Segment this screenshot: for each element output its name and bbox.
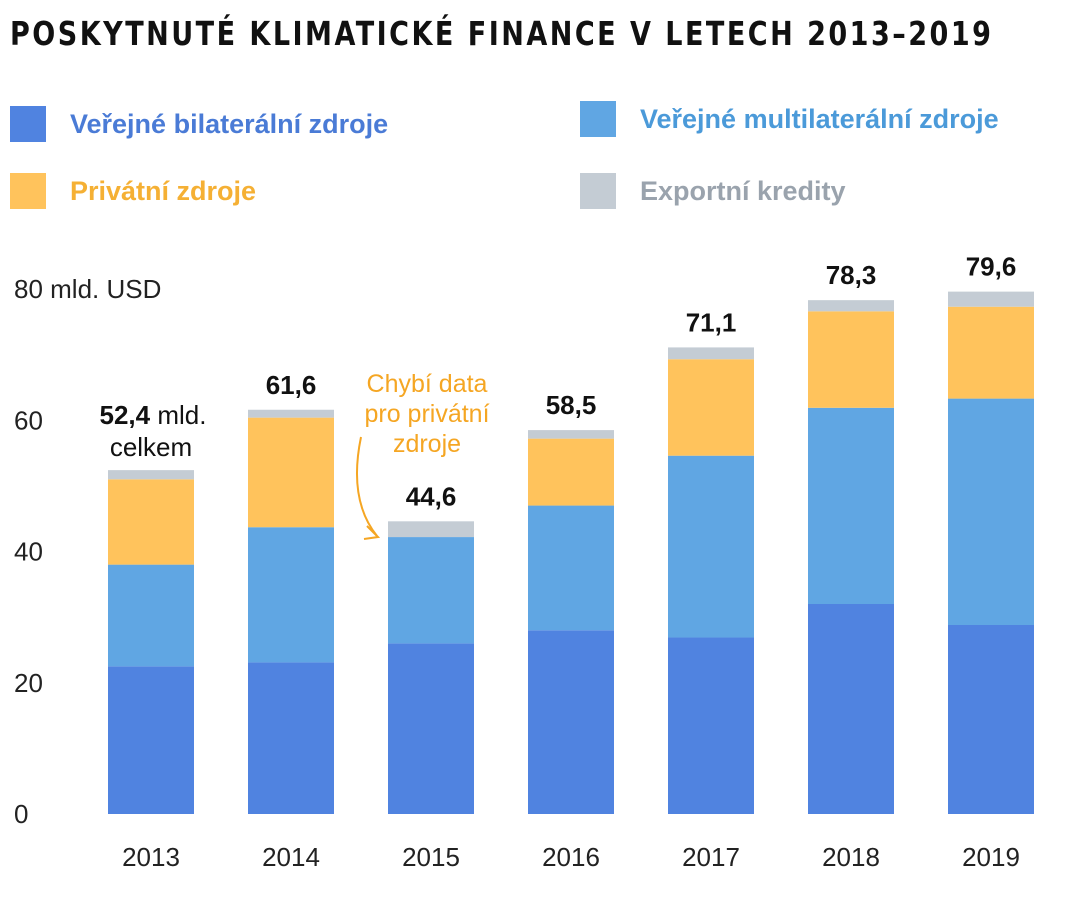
bar-segment-private-2018 <box>808 311 894 408</box>
x-tick-label: 2017 <box>682 842 740 872</box>
x-axis: 2013 2014 2015 2016 2017 2018 2019 <box>122 842 1020 872</box>
legend-item-bilateral: Veřejné bilaterální zdroje <box>10 106 388 142</box>
total-label-caption: celkem <box>110 432 192 462</box>
bar-segment-multilateral-2019 <box>948 398 1034 625</box>
bar-segment-bilateral-2018 <box>808 604 894 814</box>
bar-segment-multilateral-2018 <box>808 407 894 604</box>
legend-item-export: Exportní kredity <box>580 173 846 209</box>
annotation-text-line: zdroje <box>393 430 461 458</box>
bar-segment-multilateral-2013 <box>108 564 194 667</box>
total-label: 52,4 mld. <box>100 400 207 430</box>
bar-segment-multilateral-2015 <box>388 537 474 644</box>
bar-segment-private-2019 <box>948 306 1034 399</box>
x-tick-label: 2014 <box>262 842 320 872</box>
total-label: 71,1 <box>686 307 737 337</box>
legend-swatch-export <box>580 173 616 209</box>
bar-segment-bilateral-2017 <box>668 637 754 814</box>
y-tick-label: 20 <box>14 668 43 698</box>
y-tick-label: 60 <box>14 405 43 435</box>
bar-segment-bilateral-2013 <box>108 666 194 814</box>
legend-item-private: Privátní zdroje <box>10 173 256 209</box>
bar-segment-private-2013 <box>108 479 194 565</box>
total-label: 61,6 <box>266 370 317 400</box>
bar-segment-bilateral-2019 <box>948 625 1034 814</box>
total-label: 44,6 <box>406 481 457 511</box>
total-label-value: 52,4 <box>100 400 151 430</box>
bar-segment-export-2015 <box>388 521 474 538</box>
bar-segment-multilateral-2017 <box>668 455 754 638</box>
bar-segment-private-2016 <box>528 438 614 506</box>
bar-segment-multilateral-2016 <box>528 505 614 631</box>
total-labels: 52,4 mld.celkem 61,6 44,6 58,5 71,1 78,3 79,6 <box>100 252 1017 512</box>
bar-segment-export-2014 <box>248 409 334 418</box>
y-tick-label: 0 <box>14 799 28 829</box>
x-tick-label: 2015 <box>402 842 460 872</box>
total-label: 79,6 <box>966 252 1017 282</box>
annotation-arrow-head <box>363 525 381 540</box>
bar-segment-export-2019 <box>948 291 1034 307</box>
bar-segment-bilateral-2014 <box>248 662 334 814</box>
x-tick-label: 2013 <box>122 842 180 872</box>
bar-segment-private-2017 <box>668 359 754 456</box>
x-tick-label: 2016 <box>542 842 600 872</box>
legend-label-bilateral: Veřejné bilaterální zdroje <box>70 108 389 139</box>
legend-item-multilateral: Veřejné multilaterální zdroje <box>580 101 999 137</box>
x-tick-label: 2019 <box>962 842 1020 872</box>
bar-segment-private-2014 <box>248 417 334 528</box>
bar-segment-export-2013 <box>108 470 194 480</box>
legend-swatch-private <box>10 173 46 209</box>
y-axis: 0 20 40 60 80 mld. USD <box>14 274 161 829</box>
bar-segment-export-2017 <box>668 347 754 360</box>
y-tick-label: 40 <box>14 537 43 567</box>
annotation-arrow-line <box>356 436 378 537</box>
total-label: 58,5 <box>546 390 597 420</box>
legend-swatch-multilateral <box>580 101 616 137</box>
legend-label-multilateral: Veřejné multilaterální zdroje <box>640 103 999 134</box>
annotation-text-line: Chybí data <box>367 370 488 398</box>
total-label: 78,3 <box>826 260 877 290</box>
annotation-text-line: pro privátní <box>364 400 489 428</box>
legend-swatch-bilateral <box>10 106 46 142</box>
total-label-unit: mld. <box>150 400 206 430</box>
legend-label-private: Privátní zdroje <box>70 175 257 206</box>
bar-group <box>108 291 1034 814</box>
chart-title: POSKYTNUTÉ KLIMATICKÉ FINANCE V LETECH 2… <box>10 14 994 53</box>
bar-segment-bilateral-2016 <box>528 630 614 814</box>
legend-label-export: Exportní kredity <box>640 175 846 206</box>
bar-segment-export-2018 <box>808 300 894 312</box>
bar-segment-multilateral-2014 <box>248 527 334 663</box>
bar-segment-export-2016 <box>528 430 614 439</box>
bar-segment-bilateral-2015 <box>388 643 474 814</box>
x-tick-label: 2018 <box>822 842 880 872</box>
y-tick-label: 80 mld. USD <box>14 274 161 304</box>
